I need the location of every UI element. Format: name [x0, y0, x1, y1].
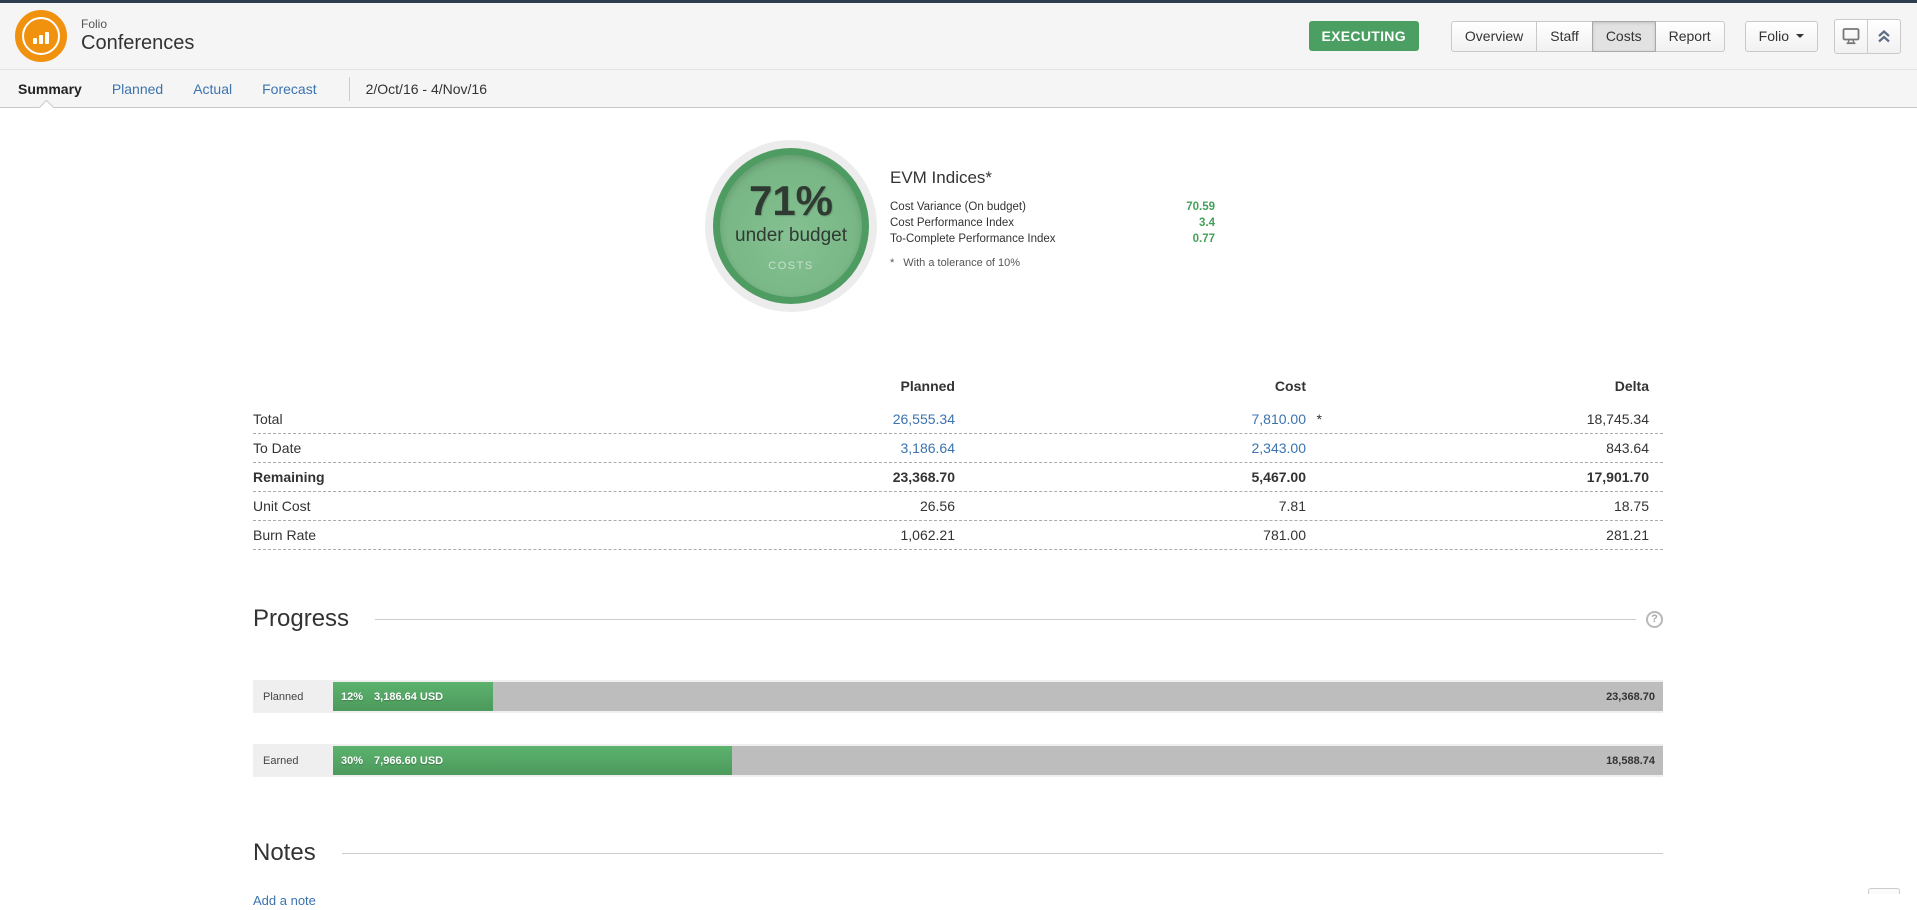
bar-percent: 12%: [341, 690, 364, 703]
help-icon[interactable]: ?: [1646, 610, 1663, 628]
active-tab-notch: [38, 99, 55, 116]
tab-summary[interactable]: Summary: [18, 80, 82, 97]
scroll-top-button[interactable]: [1868, 888, 1900, 894]
overview-button[interactable]: Overview: [1450, 20, 1538, 52]
section-rule: [341, 852, 1663, 854]
progress-section: Progress ? Planned 12% 3,186.64 USD 23,3…: [253, 604, 1663, 777]
table-row-total: Total 26,555.34 7,810.00 * 18,745.34: [253, 405, 1663, 434]
nav-button-group: Overview Staff Costs Report: [1450, 20, 1725, 52]
bar-track: 30% 7,966.60 USD 18,588.74: [333, 746, 1663, 775]
double-chevron-up-icon: [1878, 29, 1890, 42]
column-header-planned: Planned: [900, 378, 955, 394]
bar-amount: 3,186.64 USD: [374, 690, 444, 703]
table-row-burn-rate: Burn Rate 1,062.21 781.00 281.21: [253, 521, 1663, 550]
bar-fill: 30% 7,966.60 USD: [333, 746, 732, 775]
table-row-remaining: Remaining 23,368.70 5,467.00 17,901.70: [253, 463, 1663, 492]
status-badge: EXECUTING: [1308, 21, 1419, 51]
add-note-link[interactable]: Add a note: [253, 893, 316, 908]
tab-actual[interactable]: Actual: [193, 80, 233, 97]
gauge-label: under budget: [735, 225, 847, 246]
notes-section: Notes Add a note: [253, 838, 1663, 910]
costs-button[interactable]: Costs: [1591, 20, 1656, 52]
header-icon-group: [1834, 18, 1901, 54]
column-header-delta: Delta: [1614, 378, 1649, 394]
tab-date-divider: [348, 76, 350, 101]
date-range: 2/Oct/16 - 4/Nov/16: [365, 80, 487, 97]
table-row-unit-cost: Unit Cost 26.56 7.81 18.75: [253, 492, 1663, 521]
evm-value: 3.4: [1199, 217, 1215, 229]
gauge-value: 71%: [748, 177, 834, 224]
evm-row-cost-variance: Cost Variance (On budget) 70.59: [890, 201, 1215, 213]
bar-label: Earned: [263, 754, 299, 767]
evm-value: 70.59: [1186, 201, 1215, 213]
notes-title: Notes: [253, 839, 316, 866]
folio-logo-icon: [15, 10, 67, 62]
evm-value: 0.77: [1192, 233, 1215, 245]
evm-indices-panel: EVM Indices* Cost Variance (On budget) 7…: [890, 168, 1215, 269]
app-label: Folio: [81, 17, 108, 31]
collapse-header-button[interactable]: [1867, 18, 1901, 54]
bar-track: 12% 3,186.64 USD 23,368.70: [333, 682, 1663, 711]
cost-asterisk: *: [1316, 411, 1322, 427]
table-header-row: Planned Cost Delta: [253, 373, 1663, 399]
todate-planned-link[interactable]: 3,186.64: [900, 440, 956, 456]
tab-strip: Summary Planned Actual Forecast 2/Oct/16…: [0, 70, 1917, 116]
tab-forecast[interactable]: Forecast: [262, 80, 317, 97]
evm-title: EVM Indices*: [890, 168, 993, 187]
bar-percent: 30%: [341, 754, 364, 767]
evm-footnote: * With a tolerance of 10%: [890, 257, 1021, 269]
staff-button[interactable]: Staff: [1536, 20, 1593, 52]
total-cost-link[interactable]: 7,810.00: [1251, 411, 1307, 427]
bar-amount: 7,966.60 USD: [374, 754, 444, 767]
costs-gauge: 71% under budget COSTS: [705, 140, 877, 312]
bar-fill: 12% 3,186.64 USD: [333, 682, 493, 711]
top-edge-bar: [0, 0, 1917, 3]
evm-row-tcpi: To-Complete Performance Index 0.77: [890, 233, 1215, 245]
page-title: Conferences: [81, 32, 195, 54]
gauge-category: COSTS: [768, 260, 814, 272]
monitor-icon: [1842, 28, 1860, 45]
progress-bar-planned: Planned 12% 3,186.64 USD 23,368.70: [253, 680, 1663, 713]
table-row-to-date: To Date 3,186.64 2,343.00 843.64: [253, 434, 1663, 463]
chevron-down-icon: [1796, 34, 1804, 38]
todate-cost-link[interactable]: 2,343.00: [1251, 440, 1307, 456]
total-planned-link[interactable]: 26,555.34: [892, 411, 955, 427]
column-header-cost: Cost: [1274, 378, 1306, 394]
report-button[interactable]: Report: [1654, 20, 1725, 52]
bar-remaining-value: 23,368.70: [1606, 690, 1655, 703]
tab-planned[interactable]: Planned: [111, 80, 164, 97]
summary-hero: 71% under budget COSTS EVM Indices* Cost…: [253, 140, 1663, 345]
bar-remaining-value: 18,588.74: [1606, 754, 1655, 767]
monitor-icon-button[interactable]: [1834, 18, 1868, 54]
evm-row-cpi: Cost Performance Index 3.4: [890, 217, 1215, 229]
cost-summary-table: Planned Cost Delta Total 26,555.34 7,810…: [253, 373, 1663, 550]
app-header: Folio Conferences EXECUTING Overview Sta…: [0, 3, 1917, 70]
section-rule: [375, 618, 1636, 620]
progress-title: Progress: [253, 605, 350, 632]
progress-bar-earned: Earned 30% 7,966.60 USD 18,588.74: [253, 744, 1663, 777]
folio-menu-button[interactable]: Folio: [1744, 20, 1818, 52]
bar-label: Planned: [263, 690, 304, 703]
